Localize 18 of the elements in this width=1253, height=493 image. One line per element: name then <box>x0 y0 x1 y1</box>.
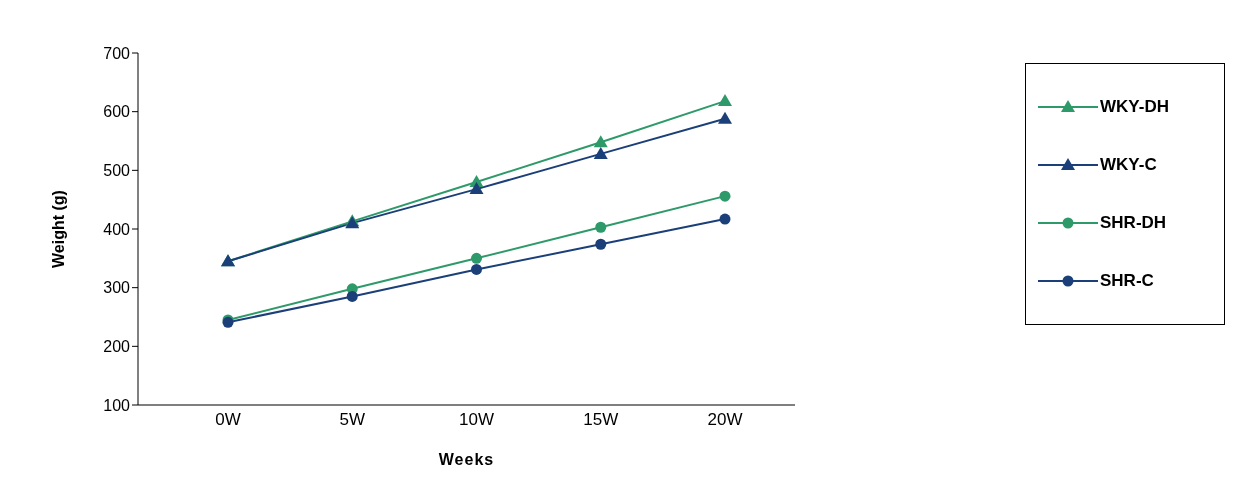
x-tick-label: 0W <box>215 410 241 430</box>
x-tick-label: 20W <box>707 410 743 430</box>
y-tick-label: 700 <box>103 44 131 62</box>
x-tick-label: 5W <box>339 410 365 430</box>
legend-label: WKY-DH <box>1100 97 1169 117</box>
y-axis-title: Weight (g) <box>49 190 67 268</box>
x-tick-label: 10W <box>459 410 494 430</box>
legend-label: SHR-DH <box>1100 213 1167 233</box>
x-axis-title: Weeks <box>438 451 495 468</box>
y-tick-label: 100 <box>103 396 131 414</box>
y-tick-label: 200 <box>103 338 131 356</box>
y-tick-label: 600 <box>103 103 131 121</box>
y-tick-label: 300 <box>103 279 131 297</box>
legend-label: SHR-C <box>1100 271 1154 291</box>
y-tick-label: 400 <box>103 220 131 238</box>
legend-label: WKY-C <box>1100 155 1157 175</box>
x-tick-label: 15W <box>583 410 619 430</box>
y-tick-label: 500 <box>103 162 131 180</box>
